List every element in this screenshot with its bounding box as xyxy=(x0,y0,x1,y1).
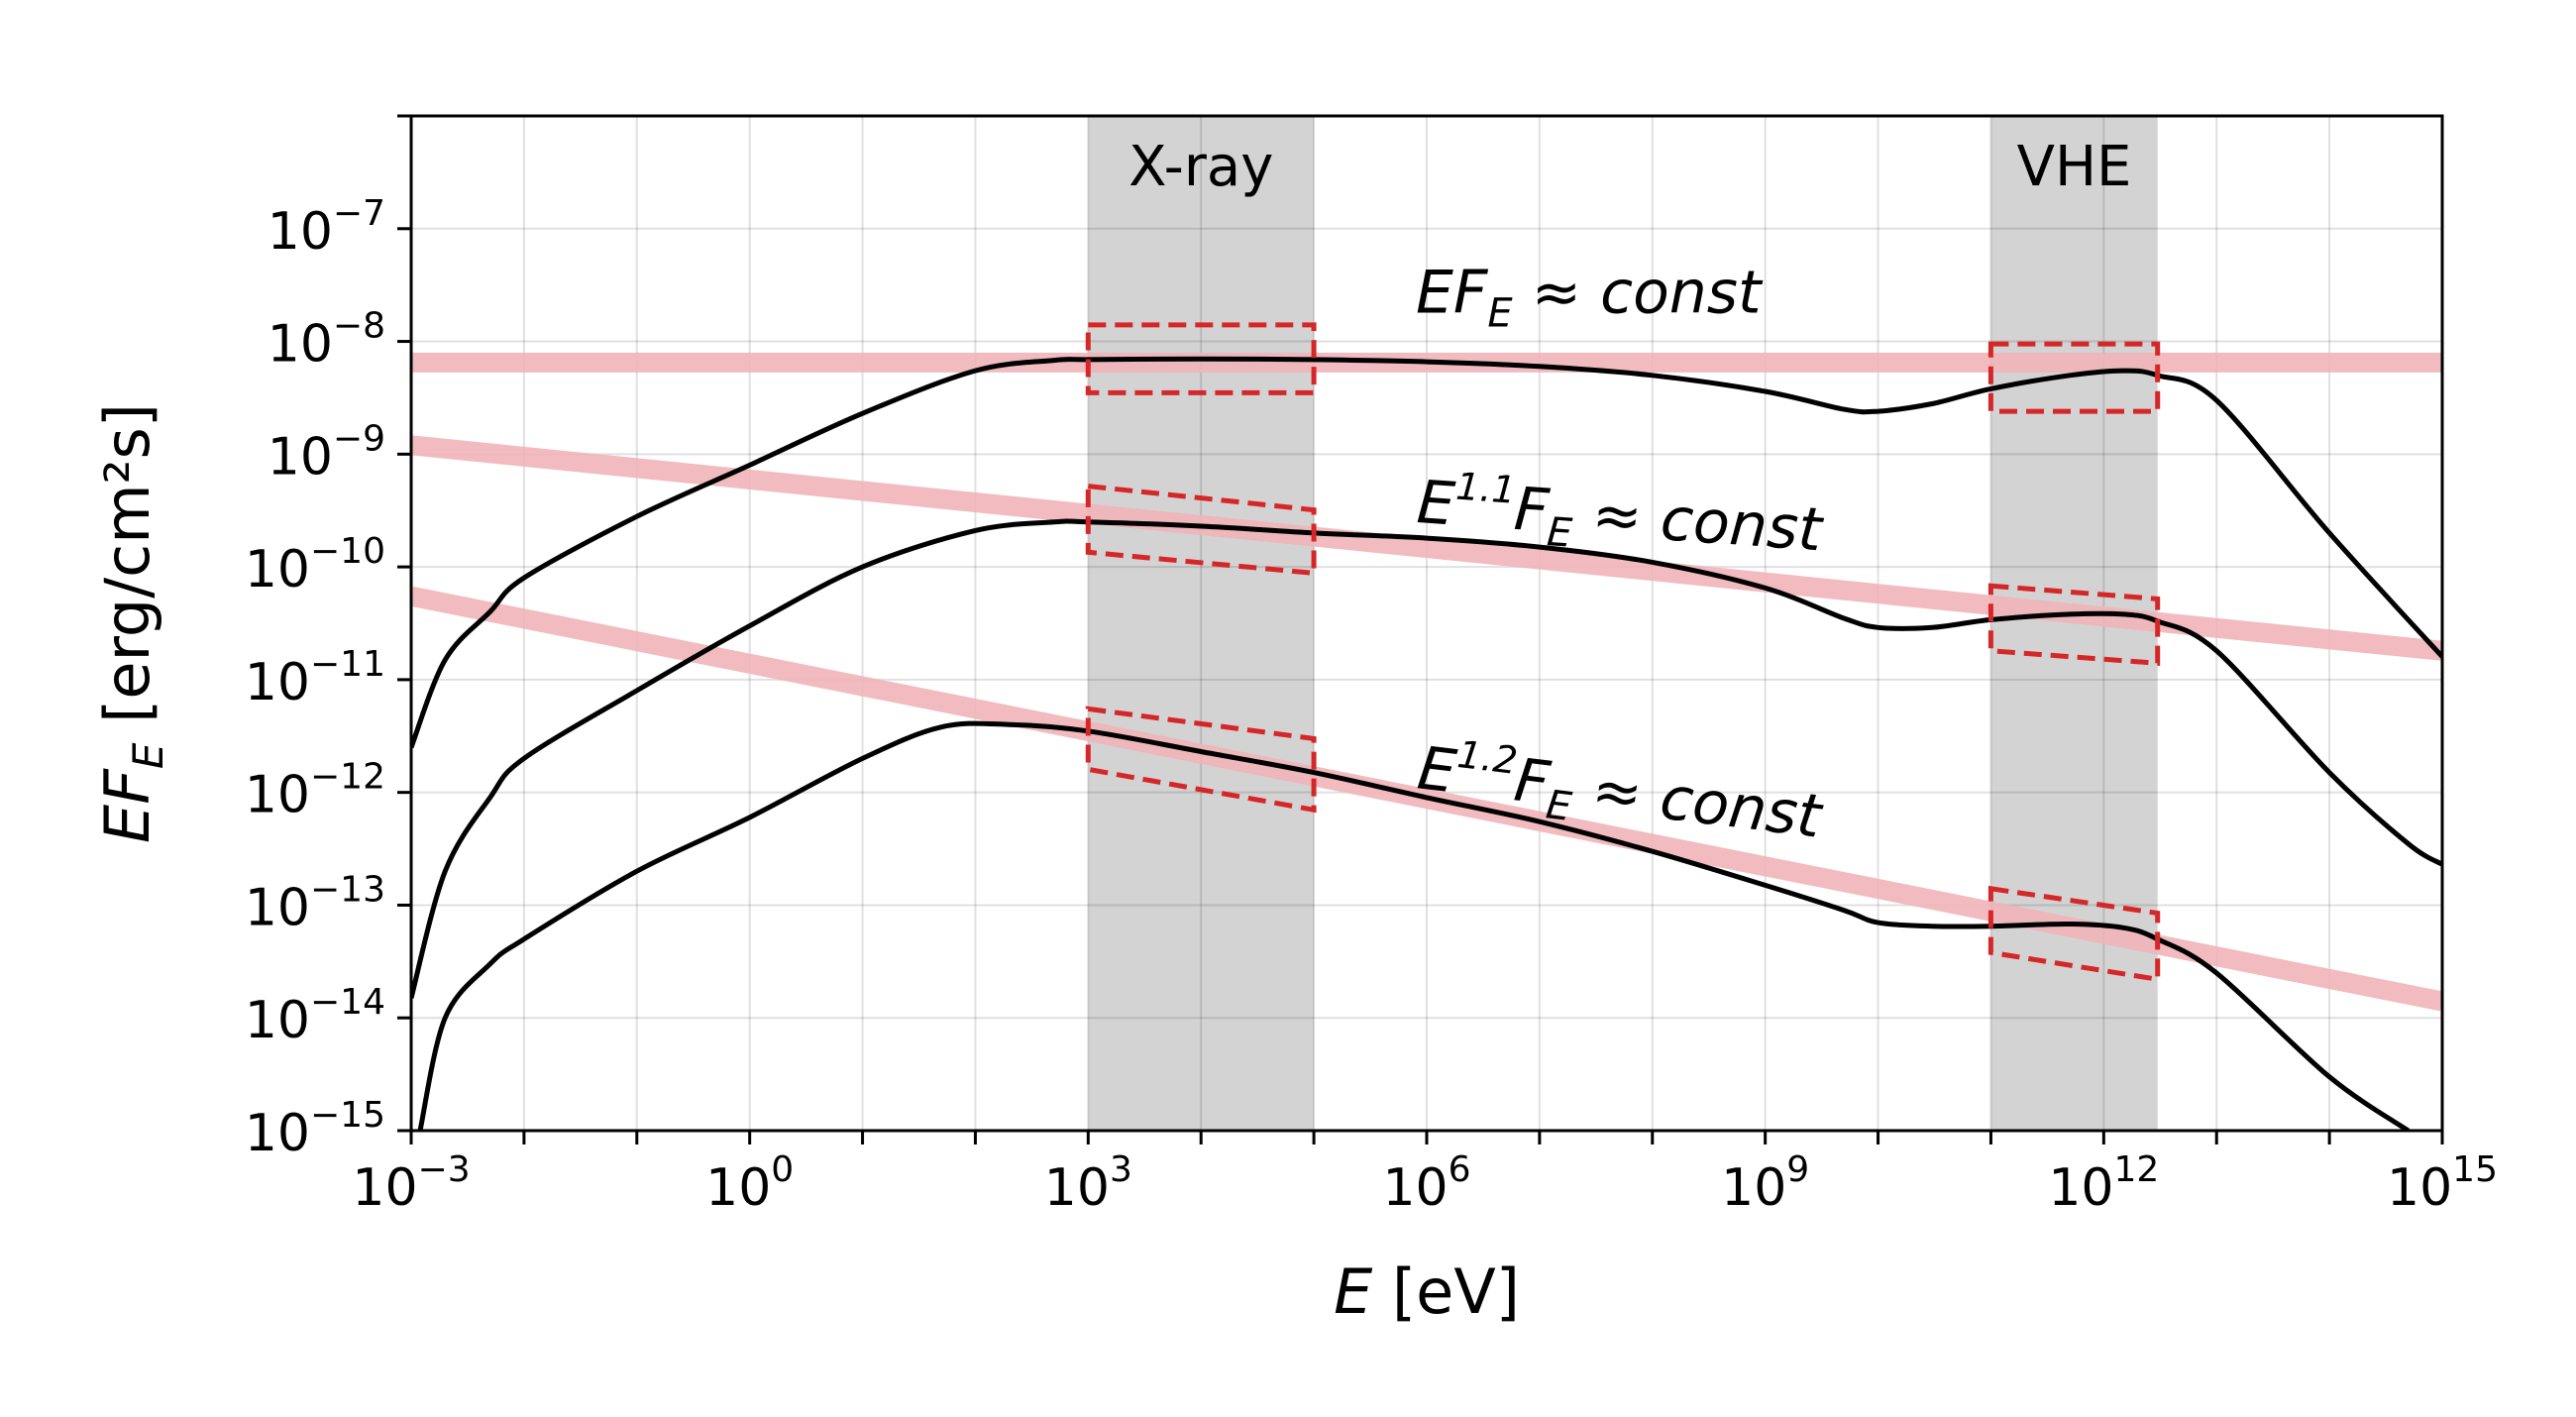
sed-curve-0 xyxy=(411,356,2442,749)
x-tick-label: 1015 xyxy=(2387,1149,2498,1218)
sed-curve-1 xyxy=(411,518,2442,999)
y-tick-label: 10−15 xyxy=(245,1095,385,1163)
band-label-1: VHE xyxy=(2017,135,2132,199)
x-tick-label: 10−3 xyxy=(352,1149,470,1218)
y-tick-label: 10−14 xyxy=(245,982,385,1050)
dashed-box-5 xyxy=(1987,885,2161,983)
axis-ticks xyxy=(397,114,2444,1144)
x-tick-label: 106 xyxy=(1382,1149,1470,1218)
dashed-box-3 xyxy=(1987,583,2161,666)
dashed-boxes xyxy=(1085,322,2161,983)
dashed-box-0 xyxy=(1085,322,1317,395)
y-tick-label: 10−13 xyxy=(245,869,385,937)
band-labels: X-ray VHE xyxy=(1128,135,2131,199)
annotation-2: E1.2FE ≈ const xyxy=(1413,727,1828,861)
y-tick-label: 10−7 xyxy=(268,193,385,262)
x-tick-label: 109 xyxy=(1721,1149,1809,1218)
dashed-box-1 xyxy=(1987,341,2161,414)
x-tick-label: 1012 xyxy=(2048,1149,2159,1218)
sed-curve-2 xyxy=(417,720,2411,1131)
y-tick-label: 10−11 xyxy=(245,644,385,712)
y-tick-labels: 10−7 10−8 10−9 10−10 10−11 10−12 10−13 10−14 10−… xyxy=(245,193,385,1163)
x-tick-label: 100 xyxy=(705,1149,794,1218)
reference-line-1 xyxy=(411,435,2442,661)
annotation-0: EFE ≈ const xyxy=(1416,259,1764,337)
x-axis-title: E [eV] xyxy=(1334,1255,1520,1328)
band-label-0: X-ray xyxy=(1128,135,1273,199)
band-0 xyxy=(1088,116,1315,1131)
x-tick-labels: 10−3 100 103 106 109 1012 1015 xyxy=(352,1149,2498,1218)
y-tick-label: 10−10 xyxy=(245,531,385,600)
dashed-box-2 xyxy=(1085,483,1317,577)
dashed-box-4 xyxy=(1085,706,1317,814)
sed-curves xyxy=(411,356,2442,1131)
y-tick-label: 10−12 xyxy=(245,757,385,825)
x-tick-label: 103 xyxy=(1044,1149,1132,1218)
y-tick-label: 10−8 xyxy=(268,306,385,375)
y-axis-title: EFE [erg/cm²s] xyxy=(91,403,172,843)
y-tick-label: 10−9 xyxy=(268,418,385,487)
